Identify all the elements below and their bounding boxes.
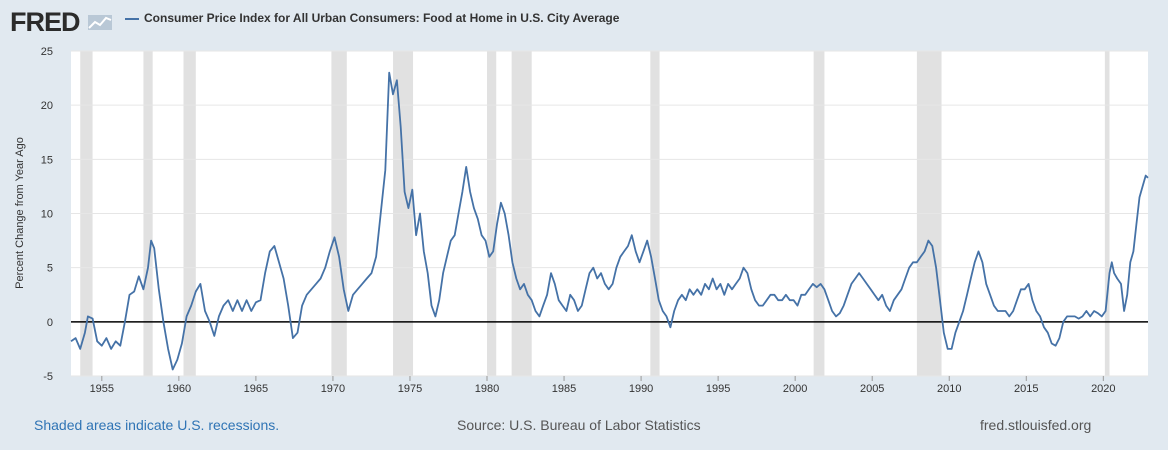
- y-axis-ticks: -5 0 5 10 15 20 25: [41, 46, 53, 383]
- y-tick-label: 0: [47, 317, 53, 329]
- x-axis-ticks: 1955 1960 1965 1970 1975 1980 1985 1990 1995 2000…: [90, 376, 1116, 395]
- y-tick-label: 5: [47, 263, 53, 275]
- x-tick-label: 1960: [167, 383, 191, 395]
- x-tick-label: 2000: [783, 383, 807, 395]
- x-tick-label: 1985: [552, 383, 576, 395]
- legend-series-label[interactable]: Consumer Price Index for All Urban Consu…: [144, 11, 620, 25]
- series-line-food-at-home-cpi: [70, 71, 1149, 371]
- x-tick-label: 1970: [321, 383, 345, 395]
- y-tick-label: 15: [41, 154, 53, 166]
- x-tick-label: 2010: [937, 383, 961, 395]
- x-tick-label: 2015: [1014, 383, 1038, 395]
- fred-logo-text: FRED: [10, 7, 80, 37]
- fred-logo[interactable]: FRED: [10, 7, 113, 38]
- x-tick-label: 2020: [1091, 383, 1115, 395]
- y-tick-label: 25: [41, 46, 53, 58]
- site-link[interactable]: fred.stlouisfed.org: [980, 417, 1092, 433]
- x-tick-label: 2005: [860, 383, 884, 395]
- y-tick-label: 10: [41, 209, 53, 221]
- x-tick-label: 1990: [629, 383, 653, 395]
- y-tick-label: 20: [41, 100, 53, 112]
- y-axis-label: Percent Change from Year Ago: [14, 137, 26, 289]
- gridlines: [71, 50, 1148, 377]
- legend-series-swatch: [125, 18, 139, 20]
- x-tick-label: 1965: [244, 383, 268, 395]
- x-tick-label: 1995: [706, 383, 730, 395]
- recession-note[interactable]: Shaded areas indicate U.S. recessions.: [34, 417, 280, 433]
- fred-chart-logo-icon: [88, 15, 113, 30]
- source-note: Source: U.S. Bureau of Labor Statistics: [457, 417, 701, 433]
- y-tick-label: -5: [43, 371, 53, 383]
- x-tick-label: 1980: [475, 383, 499, 395]
- x-tick-label: 1955: [90, 383, 114, 395]
- x-tick-label: 1975: [398, 383, 422, 395]
